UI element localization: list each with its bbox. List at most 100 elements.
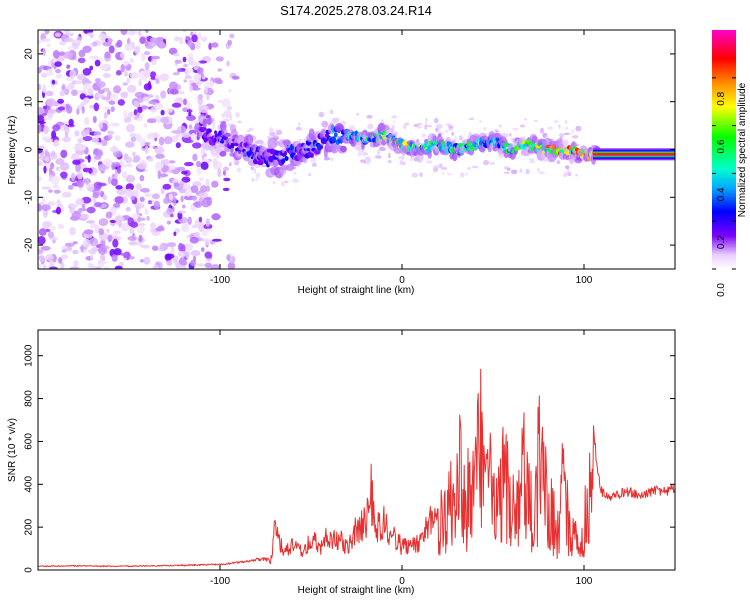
noise-blob — [183, 63, 189, 68]
noise-blob — [519, 168, 523, 173]
noise-blob — [190, 250, 201, 257]
noise-blob — [172, 255, 179, 264]
noise-blob — [61, 191, 72, 198]
noise-blob — [217, 168, 222, 178]
noise-blob — [255, 178, 259, 181]
y-tick-label: -20 — [24, 237, 35, 252]
noise-blob — [87, 154, 91, 163]
noise-blob — [69, 266, 80, 269]
noise-blob — [444, 129, 449, 134]
noise-blob — [188, 56, 194, 66]
noise-blob — [178, 242, 184, 252]
noise-blob — [64, 37, 74, 43]
noise-blob — [215, 56, 224, 62]
noise-blob — [140, 52, 146, 62]
noise-blob — [167, 108, 173, 113]
noise-blob — [440, 166, 448, 170]
noise-blob — [152, 145, 156, 150]
noise-blob — [367, 123, 374, 130]
noise-blob — [115, 70, 122, 76]
noise-blob — [200, 147, 206, 156]
noise-blob — [458, 135, 463, 141]
noise-blob — [123, 60, 129, 66]
snr-y-label: SNR (10 * v/v) — [7, 418, 18, 482]
noise-blob — [251, 177, 255, 182]
noise-blob — [38, 124, 42, 134]
noise-blob — [55, 158, 65, 165]
noise-blob — [191, 195, 198, 201]
noise-blob — [356, 113, 360, 116]
noise-blob — [48, 108, 56, 114]
noise-blob — [204, 262, 213, 269]
noise-blob — [198, 60, 207, 64]
noise-blob — [93, 102, 100, 112]
noise-blob — [43, 116, 52, 121]
noise-blob — [311, 162, 317, 167]
noise-blob — [435, 123, 443, 129]
noise-blob — [330, 157, 334, 162]
y-tick-label: -10 — [24, 190, 35, 205]
noise-blob — [217, 68, 222, 72]
noise-blob — [158, 136, 165, 146]
noise-blob — [69, 69, 77, 79]
noise-blob — [120, 91, 129, 98]
noise-blob — [482, 159, 490, 166]
noise-blob — [54, 61, 62, 67]
noise-blob — [564, 126, 569, 130]
noise-blob — [146, 132, 157, 140]
noise-blob — [135, 183, 142, 191]
noise-blob — [88, 167, 93, 174]
ridge-blob — [224, 132, 232, 138]
noise-blob — [43, 105, 47, 110]
noise-blob — [280, 181, 286, 187]
noise-blob — [308, 173, 312, 177]
ridge-halo — [206, 115, 212, 126]
noise-blob — [143, 123, 148, 128]
noise-blob — [186, 109, 193, 113]
noise-blob — [323, 157, 331, 161]
noise-blob — [140, 244, 150, 249]
noise-blob — [519, 124, 526, 128]
noise-blob — [246, 130, 251, 133]
noise-blob — [38, 255, 45, 263]
noise-blob — [454, 136, 457, 141]
snr-x-label: Height of straight line (km) — [298, 585, 415, 596]
noise-blob — [186, 114, 196, 121]
ridge-blob — [440, 140, 445, 146]
noise-blob — [150, 222, 157, 229]
noise-blob — [98, 259, 105, 269]
noise-blob — [38, 115, 45, 123]
ridge-halo — [272, 158, 280, 167]
noise-blob — [434, 117, 439, 124]
noise-blob — [65, 126, 70, 134]
noise-blob — [41, 204, 51, 211]
ridge-blob — [309, 154, 314, 158]
noise-blob — [38, 40, 42, 44]
noise-blob — [69, 207, 75, 214]
ridge-band — [593, 153, 675, 155]
noise-blob — [71, 89, 78, 96]
noise-blob — [113, 203, 121, 208]
noise-blob — [166, 242, 177, 248]
noise-blob — [231, 75, 240, 80]
noise-blob — [182, 56, 187, 63]
noise-blob — [72, 159, 81, 165]
noise-blob — [212, 157, 218, 167]
ridge-halo — [267, 137, 278, 149]
noise-blob — [169, 81, 178, 90]
ridge-halo — [254, 139, 264, 145]
noise-blob — [149, 37, 158, 43]
noise-blob — [89, 254, 93, 260]
noise-blob — [141, 105, 149, 110]
noise-blob — [126, 77, 131, 84]
noise-blob — [223, 177, 231, 182]
noise-blob — [357, 150, 362, 157]
noise-blob — [125, 123, 135, 133]
noise-blob — [154, 146, 165, 155]
noise-blob — [122, 257, 127, 262]
noise-blob — [73, 260, 79, 267]
noise-blob — [376, 149, 381, 155]
noise-blob — [101, 63, 111, 70]
noise-blob — [147, 157, 154, 162]
noise-blob — [103, 112, 108, 119]
